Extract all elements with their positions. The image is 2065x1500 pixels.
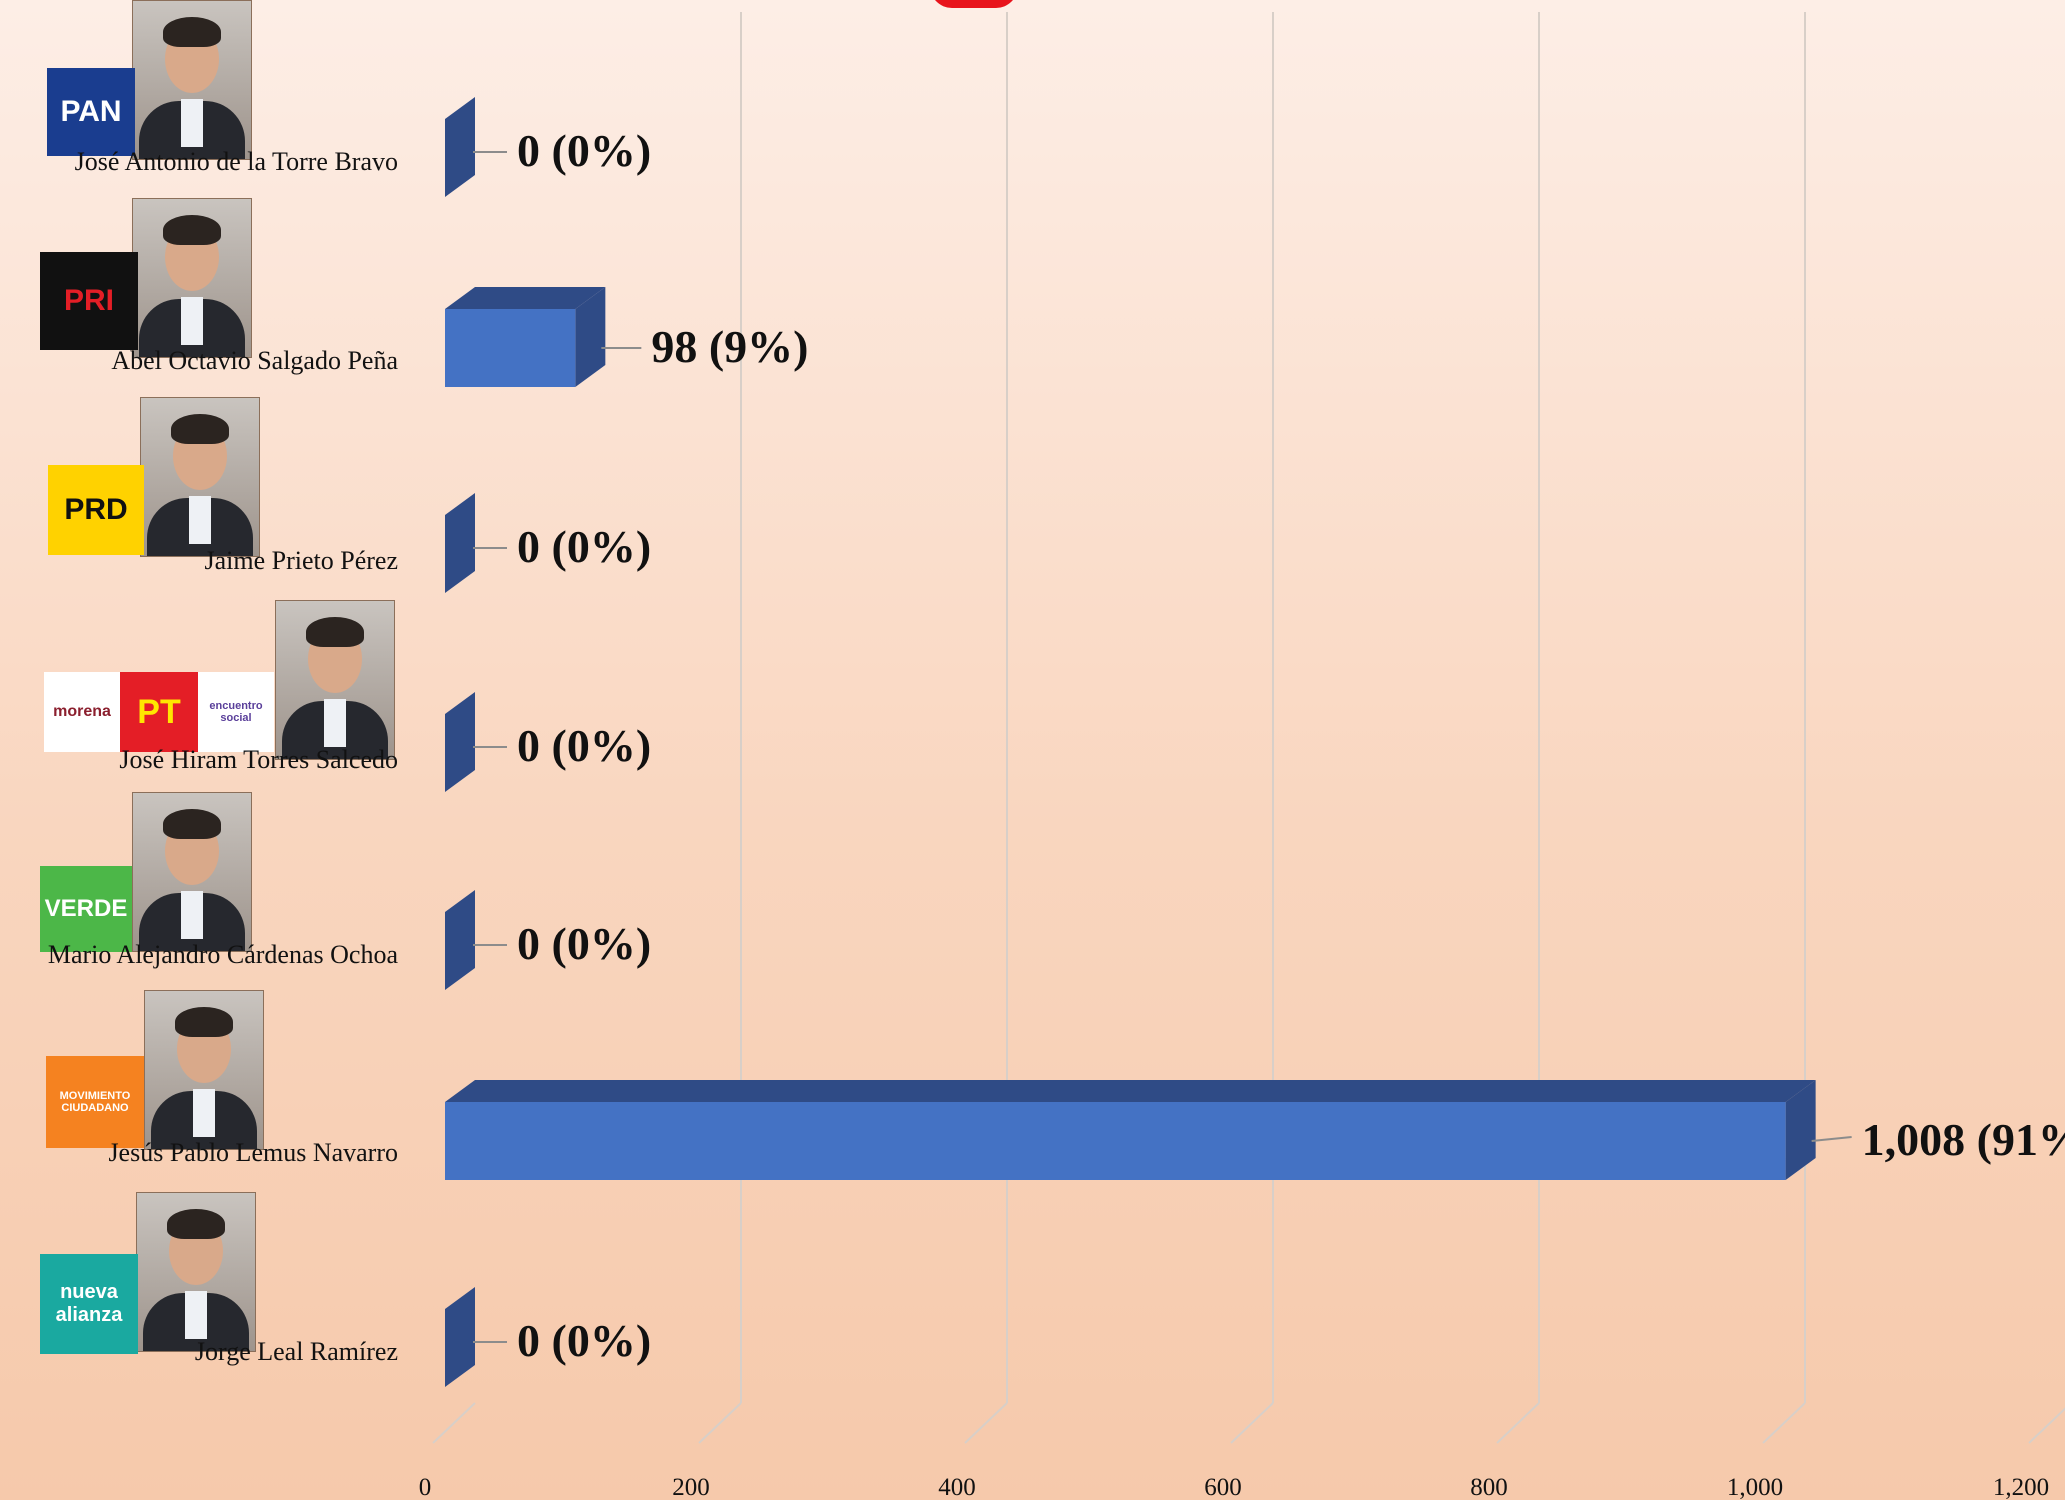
candidate-row: morena PT encuentro social José Hiram To…: [0, 598, 420, 798]
data-label: 0 (0%): [517, 125, 651, 176]
data-label: 0 (0%): [517, 521, 651, 572]
candidate-row: PAN José Antonio de la Torre Bravo: [0, 0, 420, 200]
candidate-name: Jesús Pablo Lemus Navarro: [108, 1138, 398, 1167]
gridline: [1496, 1402, 1540, 1444]
candidate-photo: [140, 397, 260, 557]
data-label: 0 (0%): [517, 918, 651, 969]
data-label: 0 (0%): [517, 1315, 651, 1366]
x-tick-label: 800: [1470, 1474, 1508, 1500]
x-tick-label: 0: [419, 1474, 432, 1500]
bar-side-face: [1785, 1080, 1816, 1180]
candidate-name: Mario Alejandro Cárdenas Ochoa: [47, 940, 398, 969]
party-logo: PT: [120, 672, 198, 752]
candidate-row: PRI Abel Octavio Salgado Peña: [0, 198, 420, 398]
candidate-name: Jorge Leal Ramírez: [194, 1337, 398, 1366]
candidate-name: José Antonio de la Torre Bravo: [74, 147, 398, 176]
gridline: [964, 1402, 1008, 1444]
candidate-name: Jaime Prieto Pérez: [204, 546, 399, 575]
data-label: 1,008 (91%): [1862, 1114, 2065, 1165]
candidate-photo: [144, 990, 264, 1150]
gridline: [698, 1402, 742, 1444]
party-logo: PRD: [48, 465, 144, 555]
party-logo: morena: [44, 672, 120, 752]
bar-zero-sliver: [445, 890, 475, 990]
candidate-row: VERDE Mario Alejandro Cárdenas Ochoa: [0, 792, 420, 992]
x-tick-label: 1,000: [1727, 1474, 1783, 1500]
candidate-photo: [275, 600, 395, 760]
bar-zero-sliver: [445, 692, 475, 792]
bar-top-face: [445, 1080, 1816, 1102]
gridline: [432, 1402, 476, 1444]
data-label: 0 (0%): [517, 720, 651, 771]
top-badge-decoration: [930, 0, 1018, 8]
party-logo: PAN: [47, 68, 135, 156]
bar-zero-sliver: [445, 493, 475, 593]
candidate-row: PRD Jaime Prieto Pérez: [0, 397, 420, 597]
x-tick-label: 600: [1204, 1474, 1242, 1500]
gridline: [2028, 1407, 2065, 1444]
data-label-leader: [1811, 1136, 1852, 1142]
gridline: [1762, 1402, 1806, 1444]
bar-top-face: [445, 287, 606, 309]
party-logo: VERDE: [40, 866, 132, 952]
bar: [445, 1102, 1786, 1180]
bar-side-face: [575, 287, 606, 387]
candidate-photo: [132, 0, 252, 160]
bar-zero-sliver: [445, 1287, 475, 1387]
candidate-photo: [136, 1192, 256, 1352]
candidate-photo: [132, 792, 252, 952]
x-tick-label: 1,200: [1993, 1474, 2049, 1500]
candidate-photo: [132, 198, 252, 358]
x-tick-label: 200: [672, 1474, 710, 1500]
party-logo: nueva alianza: [40, 1254, 138, 1354]
bar: [445, 309, 576, 387]
data-label: 98 (9%): [651, 321, 808, 372]
party-logo: MOVIMIENTO CIUDADANO: [46, 1056, 144, 1148]
candidate-name: José Hiram Torres Salcedo: [119, 745, 398, 774]
candidate-row: MOVIMIENTO CIUDADANO Jesús Pablo Lemus N…: [0, 990, 420, 1190]
gridline: [1230, 1402, 1274, 1444]
party-logo: PRI: [40, 252, 138, 350]
candidate-name: Abel Octavio Salgado Peña: [111, 346, 398, 375]
bar-zero-sliver: [445, 97, 475, 197]
x-tick-label: 400: [938, 1474, 976, 1500]
party-logo: encuentro social: [198, 672, 274, 752]
candidate-row: nueva alianza Jorge Leal Ramírez: [0, 1192, 420, 1392]
